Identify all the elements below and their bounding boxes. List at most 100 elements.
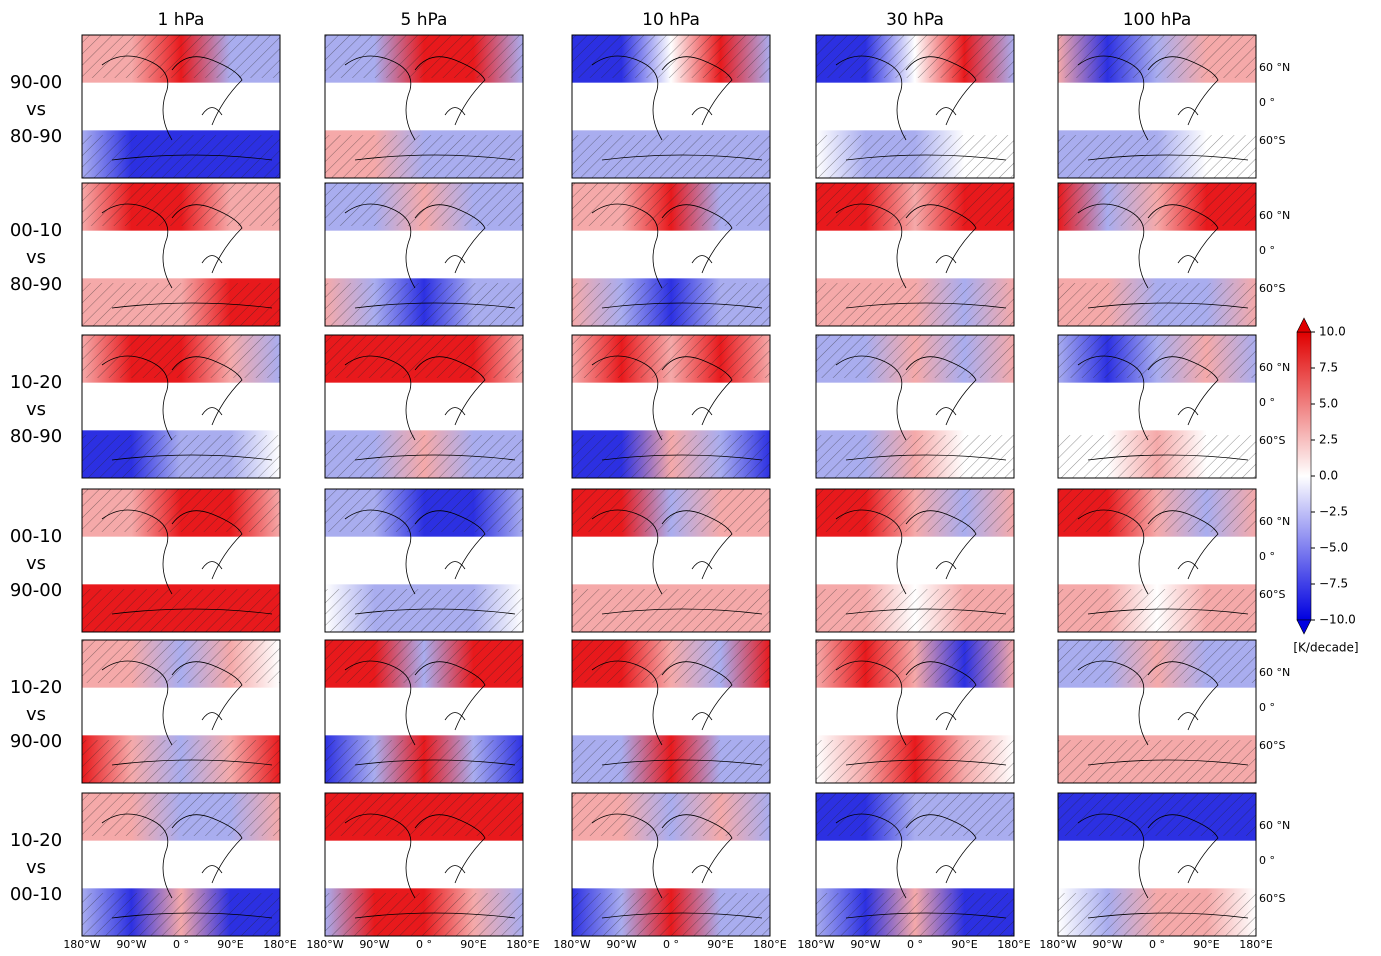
latitude-label: 0 ° bbox=[1259, 244, 1275, 257]
hatching bbox=[82, 435, 280, 478]
hatching bbox=[325, 435, 523, 478]
row-label: 00-10 bbox=[10, 220, 62, 241]
hatching bbox=[572, 435, 770, 478]
colorbar-label: [K/decade] bbox=[1293, 641, 1358, 655]
column-title: 5 hPa bbox=[401, 10, 448, 30]
map-panel bbox=[325, 183, 523, 326]
map-panel bbox=[816, 793, 1014, 936]
hatching bbox=[1058, 589, 1256, 632]
hatching bbox=[325, 135, 523, 178]
colorbar-extend-max bbox=[1297, 318, 1311, 332]
hatching bbox=[572, 489, 770, 532]
longitude-label: 0 ° bbox=[663, 938, 679, 951]
map-panel bbox=[325, 335, 523, 478]
colorbar bbox=[1297, 332, 1311, 620]
map-panel bbox=[325, 489, 523, 632]
colorbar-tick-label: −2.5 bbox=[1319, 505, 1348, 519]
hatching bbox=[1058, 489, 1256, 532]
map-panel bbox=[816, 183, 1014, 326]
map-panel bbox=[816, 335, 1014, 478]
row-label: vs bbox=[26, 247, 46, 268]
longitude-label: 180°E bbox=[997, 938, 1030, 951]
longitude-label: 180°W bbox=[797, 938, 834, 951]
colorbar-tick-label: −10.0 bbox=[1319, 613, 1356, 627]
longitude-label: 180°E bbox=[753, 938, 786, 951]
hatching bbox=[572, 640, 770, 683]
longitude-label: 90°W bbox=[116, 938, 146, 951]
longitude-label: 90°E bbox=[217, 938, 243, 951]
hatching bbox=[1058, 793, 1256, 836]
hatching bbox=[816, 335, 1014, 378]
latitude-label: 60°S bbox=[1259, 588, 1285, 601]
row-label: vs bbox=[26, 553, 46, 574]
longitude-label: 90°E bbox=[1193, 938, 1219, 951]
hatching bbox=[82, 335, 280, 378]
row-label: vs bbox=[26, 857, 46, 878]
latitude-label: 60 °N bbox=[1259, 515, 1290, 528]
hatching bbox=[816, 183, 1014, 226]
longitude-label: 180°E bbox=[263, 938, 296, 951]
map-panel bbox=[325, 640, 523, 783]
map-panel bbox=[1058, 183, 1256, 326]
latitude-label: 0 ° bbox=[1259, 550, 1275, 563]
longitude-label: 90°E bbox=[460, 938, 486, 951]
hatching bbox=[82, 589, 280, 632]
figure: 1 hPa5 hPa10 hPa30 hPa100 hPa90-00vs80-9… bbox=[0, 0, 1381, 956]
column-title: 100 hPa bbox=[1123, 10, 1192, 30]
hatching bbox=[82, 893, 280, 936]
hatching bbox=[325, 283, 523, 326]
latitude-label: 60°S bbox=[1259, 434, 1285, 447]
row-label: 90-00 bbox=[10, 72, 62, 93]
row-label: vs bbox=[26, 99, 46, 120]
map-panel bbox=[572, 183, 770, 326]
map-panel bbox=[325, 793, 523, 936]
hatching bbox=[572, 135, 770, 178]
latitude-label: 0 ° bbox=[1259, 854, 1275, 867]
row-label: vs bbox=[26, 704, 46, 725]
longitude-label: 90°W bbox=[1092, 938, 1122, 951]
map-panel bbox=[1058, 793, 1256, 936]
hatching bbox=[816, 283, 1014, 326]
map-panel bbox=[816, 489, 1014, 632]
hatching bbox=[1058, 740, 1256, 783]
hatching bbox=[816, 740, 1014, 783]
row-label: 90-00 bbox=[10, 580, 62, 601]
hatching bbox=[816, 793, 1014, 836]
map-panel bbox=[82, 183, 280, 326]
hatching bbox=[572, 283, 770, 326]
hatching bbox=[82, 740, 280, 783]
hatching bbox=[816, 35, 1014, 78]
map-panel bbox=[82, 640, 280, 783]
hatching bbox=[572, 793, 770, 836]
hatching bbox=[816, 489, 1014, 532]
row-label: 00-10 bbox=[10, 884, 62, 905]
row-label: 10-20 bbox=[10, 372, 62, 393]
longitude-label: 90°E bbox=[951, 938, 977, 951]
latitude-label: 60°S bbox=[1259, 892, 1285, 905]
hatching bbox=[816, 435, 1014, 478]
row-label: 80-90 bbox=[10, 126, 62, 147]
hatching bbox=[1058, 283, 1256, 326]
colorbar-extend-min bbox=[1297, 620, 1311, 634]
map-panel bbox=[572, 640, 770, 783]
colorbar-tick-label: −7.5 bbox=[1319, 577, 1348, 591]
hatching bbox=[82, 283, 280, 326]
row-label: 10-20 bbox=[10, 830, 62, 851]
latitude-label: 0 ° bbox=[1259, 96, 1275, 109]
latitude-label: 60 °N bbox=[1259, 819, 1290, 832]
latitude-label: 0 ° bbox=[1259, 396, 1275, 409]
map-panel bbox=[82, 489, 280, 632]
hatching bbox=[325, 35, 523, 78]
hatching bbox=[1058, 183, 1256, 226]
hatching bbox=[572, 589, 770, 632]
colorbar-tick-label: 2.5 bbox=[1319, 433, 1338, 447]
latitude-label: 60 °N bbox=[1259, 61, 1290, 74]
hatching bbox=[1058, 35, 1256, 78]
hatching bbox=[816, 640, 1014, 683]
hatching bbox=[572, 893, 770, 936]
map-panel bbox=[1058, 489, 1256, 632]
hatching bbox=[325, 589, 523, 632]
map-panel bbox=[816, 35, 1014, 178]
map-panel bbox=[325, 35, 523, 178]
latitude-label: 60°S bbox=[1259, 134, 1285, 147]
